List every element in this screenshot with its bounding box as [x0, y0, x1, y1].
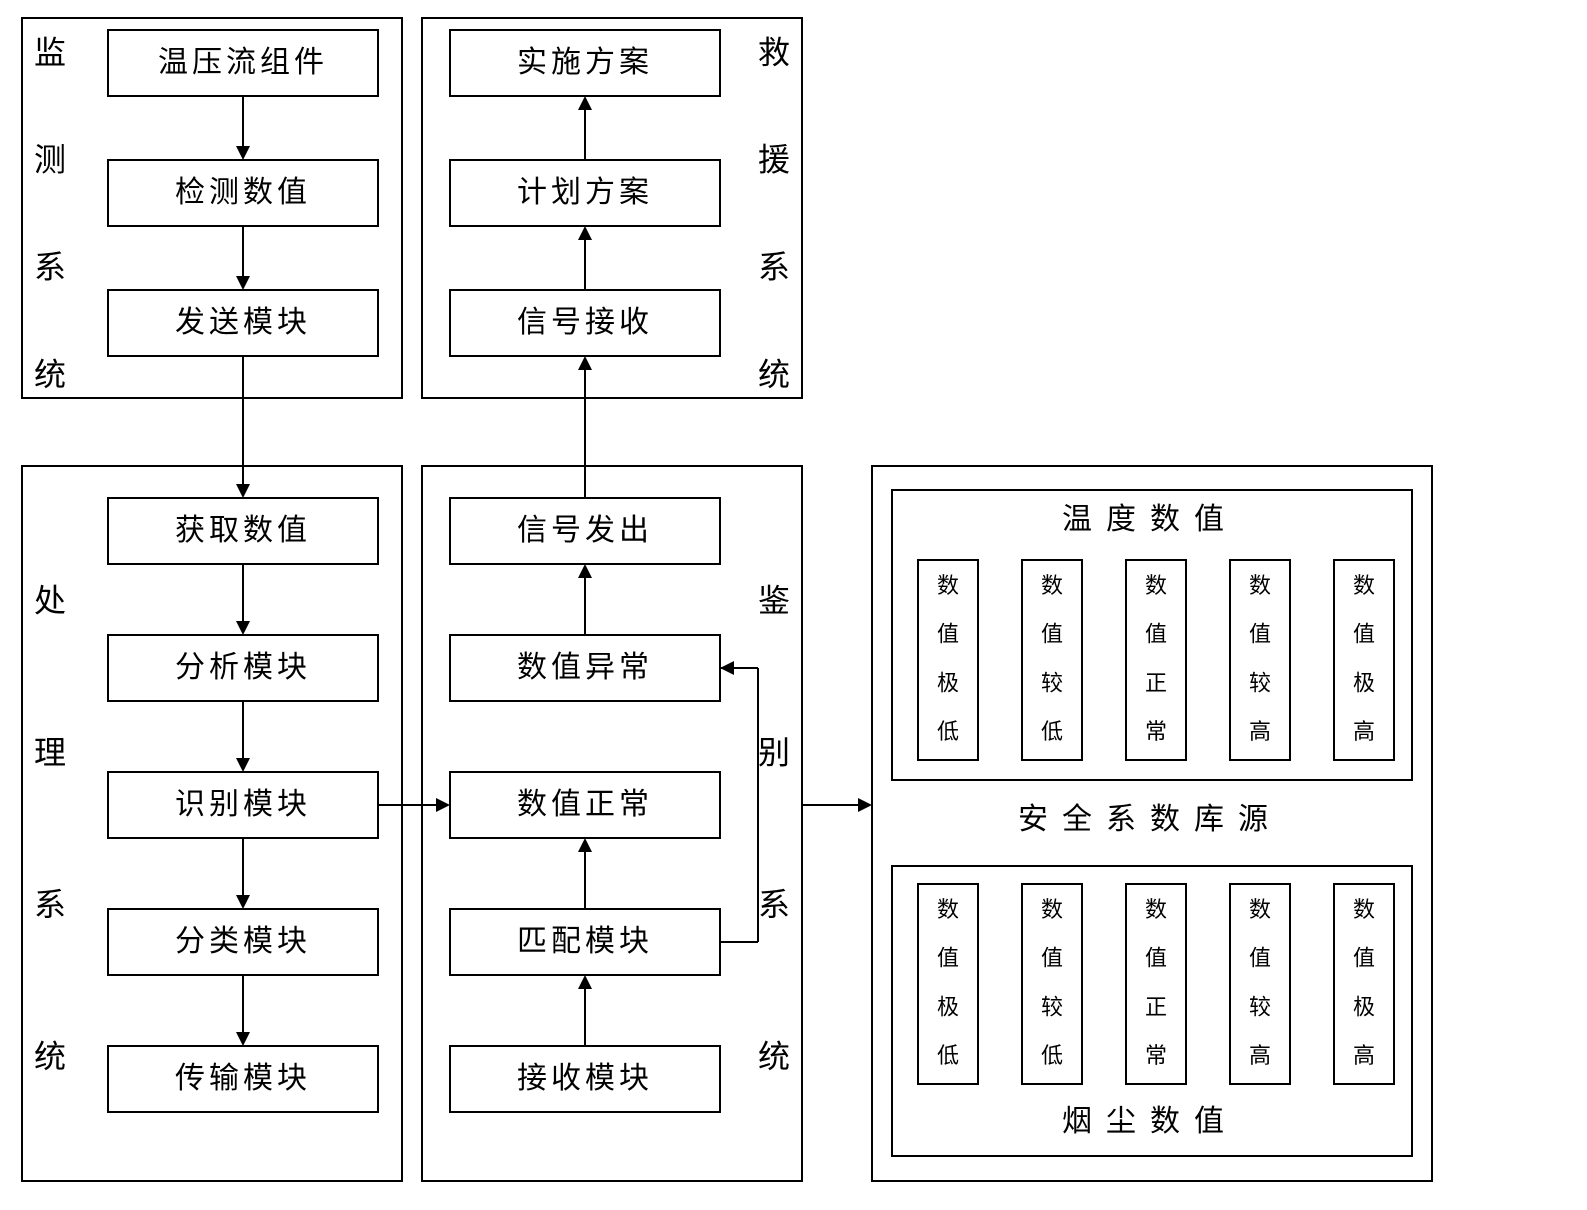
safety-top-box-3-ch3: 高: [1249, 719, 1271, 744]
safety-bottom-box-2-ch3: 常: [1145, 1043, 1167, 1068]
safety-bottom-box-3-ch1: 值: [1249, 946, 1271, 971]
node-m3-label: 发送模块: [175, 306, 311, 339]
node-p1-label: 获取数值: [175, 514, 311, 547]
flowchart-diagram: 监测系统救援系统处理系统鉴别系统温压流组件检测数值发送模块实施方案计划方案信号接…: [0, 0, 1587, 1210]
container-rescue-label-ch2: 系: [758, 249, 790, 285]
safety-top-box-0-ch0: 数: [937, 573, 959, 598]
container-process-label-ch2: 系: [34, 886, 66, 922]
safety-bottom-box-2-ch1: 值: [1145, 946, 1167, 971]
safety-top-box-0-ch3: 低: [937, 719, 959, 744]
safety-bottom-box-4-ch3: 高: [1353, 1043, 1375, 1068]
node-p3-label: 识别模块: [175, 788, 311, 821]
safety-top-box-4-ch2: 极: [1353, 670, 1375, 695]
safety-bottom-box-4-ch2: 极: [1353, 994, 1375, 1019]
node-p5-label: 传输模块: [175, 1062, 311, 1095]
safety-top-box-0-ch1: 值: [937, 622, 959, 647]
container-process-label-ch3: 统: [34, 1038, 66, 1074]
container-process-label-ch1: 理: [34, 734, 66, 770]
safety-top-box-2-ch2: 正: [1145, 670, 1167, 695]
safety-bottom-box-1-ch3: 低: [1041, 1043, 1063, 1068]
safety-top-box-3-ch2: 较: [1249, 670, 1271, 695]
safety-title-top: 温度数值: [1062, 503, 1238, 536]
container-rescue-label-ch1: 援: [758, 142, 790, 178]
safety-top-box-2-ch0: 数: [1145, 573, 1167, 598]
safety-top-box-3-ch0: 数: [1249, 573, 1271, 598]
container-identify-label-ch1: 别: [758, 734, 790, 770]
container-identify-label-ch3: 统: [758, 1038, 790, 1074]
safety-bottom-box-3-ch3: 高: [1249, 1043, 1271, 1068]
node-i4-label: 匹配模块: [517, 925, 653, 958]
container-rescue-label-ch3: 统: [758, 356, 790, 392]
safety-top-box-3-ch1: 值: [1249, 622, 1271, 647]
safety-bottom-box-2-ch2: 正: [1145, 994, 1167, 1019]
container-identify-label-ch0: 鉴: [758, 582, 790, 618]
node-m2-label: 检测数值: [175, 176, 311, 209]
node-r1-label: 实施方案: [517, 46, 653, 79]
safety-top-box-1-ch2: 较: [1041, 670, 1063, 695]
safety-bottom-box-1-ch2: 较: [1041, 994, 1063, 1019]
container-monitor-label-ch0: 监: [34, 34, 66, 70]
safety-title-mid: 安全系数库源: [1018, 803, 1282, 836]
node-i3-label: 数值正常: [517, 788, 653, 821]
safety-bottom-box-0-ch0: 数: [937, 897, 959, 922]
safety-bottom-box-0-ch1: 值: [937, 946, 959, 971]
container-rescue-label-ch0: 救: [758, 34, 790, 70]
safety-bottom-box-2-ch0: 数: [1145, 897, 1167, 922]
container-monitor-label-ch3: 统: [34, 356, 66, 392]
node-p4-label: 分类模块: [175, 925, 311, 958]
node-p2-label: 分析模块: [175, 651, 311, 684]
safety-bottom-box-4-ch0: 数: [1353, 897, 1375, 922]
safety-bottom-box-0-ch2: 极: [937, 994, 959, 1019]
safety-bottom-box-3-ch0: 数: [1249, 897, 1271, 922]
safety-top-box-1-ch1: 值: [1041, 622, 1063, 647]
safety-top-box-4-ch0: 数: [1353, 573, 1375, 598]
container-identify-label-ch2: 系: [758, 886, 790, 922]
safety-top-box-1-ch0: 数: [1041, 573, 1063, 598]
safety-top-box-1-ch3: 低: [1041, 719, 1063, 744]
safety-bottom-box-1-ch1: 值: [1041, 946, 1063, 971]
safety-bottom-box-1-ch0: 数: [1041, 897, 1063, 922]
node-i5-label: 接收模块: [517, 1062, 653, 1095]
safety-bottom-box-4-ch1: 值: [1353, 946, 1375, 971]
node-r2-label: 计划方案: [517, 176, 653, 209]
safety-bottom-box-0-ch3: 低: [937, 1043, 959, 1068]
safety-top-box-2-ch1: 值: [1145, 622, 1167, 647]
node-m1-label: 温压流组件: [158, 46, 328, 79]
safety-title-bottom: 烟尘数值: [1062, 1105, 1238, 1138]
container-monitor-label-ch1: 测: [34, 142, 66, 178]
safety-top-box-0-ch2: 极: [937, 670, 959, 695]
node-i2-label: 数值异常: [517, 651, 653, 684]
safety-bottom-box-3-ch2: 较: [1249, 994, 1271, 1019]
safety-top-box-4-ch1: 值: [1353, 622, 1375, 647]
safety-top-box-2-ch3: 常: [1145, 719, 1167, 744]
safety-top-box-4-ch3: 高: [1353, 719, 1375, 744]
container-process-label-ch0: 处: [34, 582, 66, 618]
node-r3-label: 信号接收: [517, 306, 653, 339]
container-monitor-label-ch2: 系: [34, 249, 66, 285]
node-i1-label: 信号发出: [517, 514, 653, 547]
